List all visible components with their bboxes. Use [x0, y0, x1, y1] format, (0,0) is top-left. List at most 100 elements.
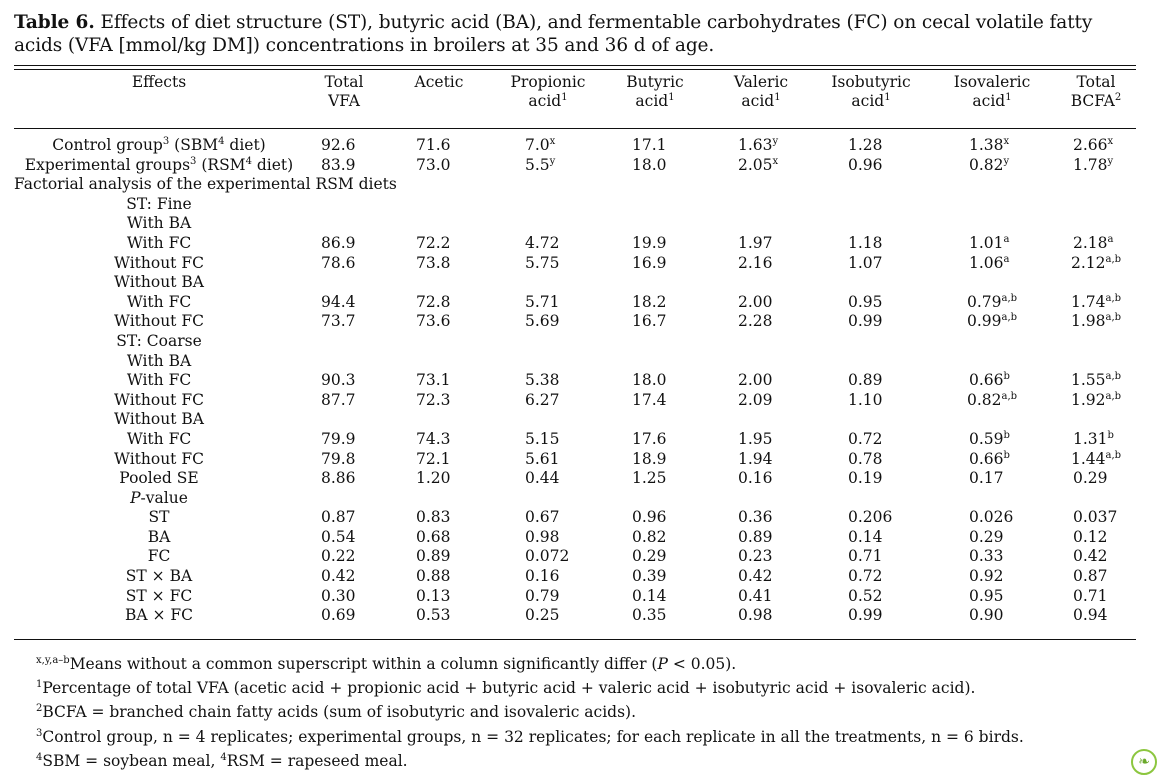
table-cell	[384, 273, 494, 293]
cell-value: 0.29	[1073, 469, 1108, 488]
cell-value-wrap: 0.39	[632, 567, 678, 587]
table-cell: 0.14	[814, 528, 928, 548]
table-cell: 0.14	[602, 587, 708, 607]
table-cell: 17.1	[602, 128, 708, 156]
cell-superscript: b	[1003, 371, 1010, 383]
cell-value: 19.9	[632, 233, 667, 252]
cell-superscript: x	[1003, 136, 1010, 147]
table-cell	[602, 214, 708, 234]
cell-value: 1.38	[969, 136, 1004, 154]
table-cell	[304, 489, 384, 509]
table-cell: 71.6	[384, 128, 494, 156]
leaf-icon[interactable]: ❧	[1131, 749, 1157, 775]
table-cell: 72.2	[384, 234, 494, 254]
cell-value: 73.0	[416, 155, 451, 174]
row-label-text: -value	[140, 488, 188, 507]
table-cell: 0.41	[708, 587, 814, 607]
column-header-footnote: 1	[1005, 92, 1012, 103]
cell-value: 1.44	[1070, 449, 1106, 468]
cell-value: 2.12	[1070, 253, 1106, 272]
cell-value-wrap: 0.16	[738, 469, 784, 489]
footnote-text: Percentage of total VFA (acetic acid + p…	[42, 679, 976, 698]
table-cell: 1.44a,b	[1056, 450, 1136, 470]
table-row: Without FC 78.6 73.8 5.75 16.9 2.16 1.07 1.06a 2…	[14, 254, 1136, 274]
table-cell: 0.99	[814, 606, 928, 626]
cell-value: 0.95	[848, 292, 883, 311]
table-cell: 0.72	[814, 567, 928, 587]
cell-value-wrap: 0.59b	[969, 430, 1015, 450]
table-cell	[814, 332, 928, 352]
table-row: With BA	[14, 214, 1136, 234]
table-cell: 1.20	[384, 469, 494, 489]
cell-value-wrap: 16.9	[632, 254, 678, 274]
table-cell: 0.53	[384, 606, 494, 626]
row-label-text: Without FC	[114, 390, 204, 409]
cell-value: 0.96	[848, 155, 883, 174]
table-cell	[928, 352, 1056, 372]
table-cell: 1.92a,b	[1056, 391, 1136, 411]
cell-value-wrap: 1.94	[738, 450, 784, 470]
table-cell	[1056, 214, 1136, 234]
row-label-text: ST	[148, 508, 170, 527]
table-cell	[1056, 332, 1136, 352]
footnote-marker: 4	[36, 751, 43, 763]
row-label: Factorial analysis of the experimental R…	[14, 175, 397, 195]
cell-value: 2.00	[738, 292, 773, 311]
table-row: BA 0.54 0.68 0.98 0.82 0.89 0.14 0.29 0.12	[14, 528, 1136, 548]
row-label: ST × BA	[14, 567, 304, 587]
cell-value-wrap: 78.6	[321, 254, 367, 274]
cell-value: 5.69	[525, 312, 560, 331]
cell-value: 0.19	[848, 469, 883, 488]
cell-value: 0.33	[969, 547, 1004, 566]
cell-value: 1.07	[848, 253, 883, 272]
footnote-text: RSM = rapeseed meal.	[226, 751, 408, 770]
table-cell: 94.4	[304, 293, 384, 313]
table-cell: 1.74a,b	[1056, 293, 1136, 313]
caption-text: Effects of diet structure (ST), butyric …	[14, 12, 1093, 56]
table-row: ST: Fine	[14, 195, 1136, 215]
table-cell: 0.89	[708, 528, 814, 548]
row-label: Experimental groups3 (RSM4 diet)	[14, 156, 304, 176]
cell-value: 0.82	[632, 527, 667, 546]
table-row: Control group3 (SBM4 diet) 92.6 71.6 7.0x 17…	[14, 128, 1136, 156]
cell-superscript: a,b	[1105, 371, 1122, 383]
cell-superscript: y	[1003, 155, 1010, 167]
cell-value: 1.95	[738, 429, 773, 448]
table-cell	[814, 410, 928, 430]
cell-value: 1.20	[416, 469, 451, 488]
row-label-text: With FC	[126, 371, 192, 390]
table-cell	[814, 214, 928, 234]
cell-value: 94.4	[321, 292, 356, 311]
cell-value: 0.98	[525, 527, 560, 546]
cell-value: 2.00	[738, 371, 773, 390]
column-header-line1: Acetic	[414, 73, 464, 91]
table-cell: 78.6	[304, 254, 384, 274]
cell-value: 2.66	[1073, 136, 1108, 154]
table-cell	[304, 410, 384, 430]
cell-value: 5.38	[525, 371, 560, 390]
cell-value-wrap: 0.87	[1073, 567, 1119, 587]
table-cell: 1.25	[602, 469, 708, 489]
table-cell: 6.27	[494, 391, 602, 411]
cell-value: 0.206	[848, 508, 893, 527]
table-cell	[1056, 273, 1136, 293]
cell-value-wrap: 73.7	[321, 312, 367, 332]
cell-value: 18.9	[632, 449, 667, 468]
cell-value-wrap: 5.71	[525, 293, 571, 313]
cell-value-wrap: 5.61	[525, 450, 571, 470]
cell-superscript: a,b	[1105, 449, 1122, 461]
cell-value: 0.14	[848, 527, 883, 546]
table-cell: 90.3	[304, 371, 384, 391]
row-label-text: ST × FC	[125, 586, 193, 605]
table-cell: 0.98	[708, 606, 814, 626]
footnote-marker: 3	[36, 727, 43, 739]
cell-value-wrap: 73.1	[416, 371, 462, 391]
cell-value: 0.037	[1073, 508, 1118, 527]
cell-value-wrap: 0.42	[321, 567, 367, 587]
table-cell: 0.52	[814, 587, 928, 607]
row-label-text: Pooled SE	[119, 469, 199, 488]
table-cell: 0.54	[304, 528, 384, 548]
footnote: 1Percentage of total VFA (acetic acid + …	[36, 676, 1126, 700]
cell-value: 7.0	[525, 136, 550, 154]
cell-value-wrap: 94.4	[321, 293, 367, 313]
